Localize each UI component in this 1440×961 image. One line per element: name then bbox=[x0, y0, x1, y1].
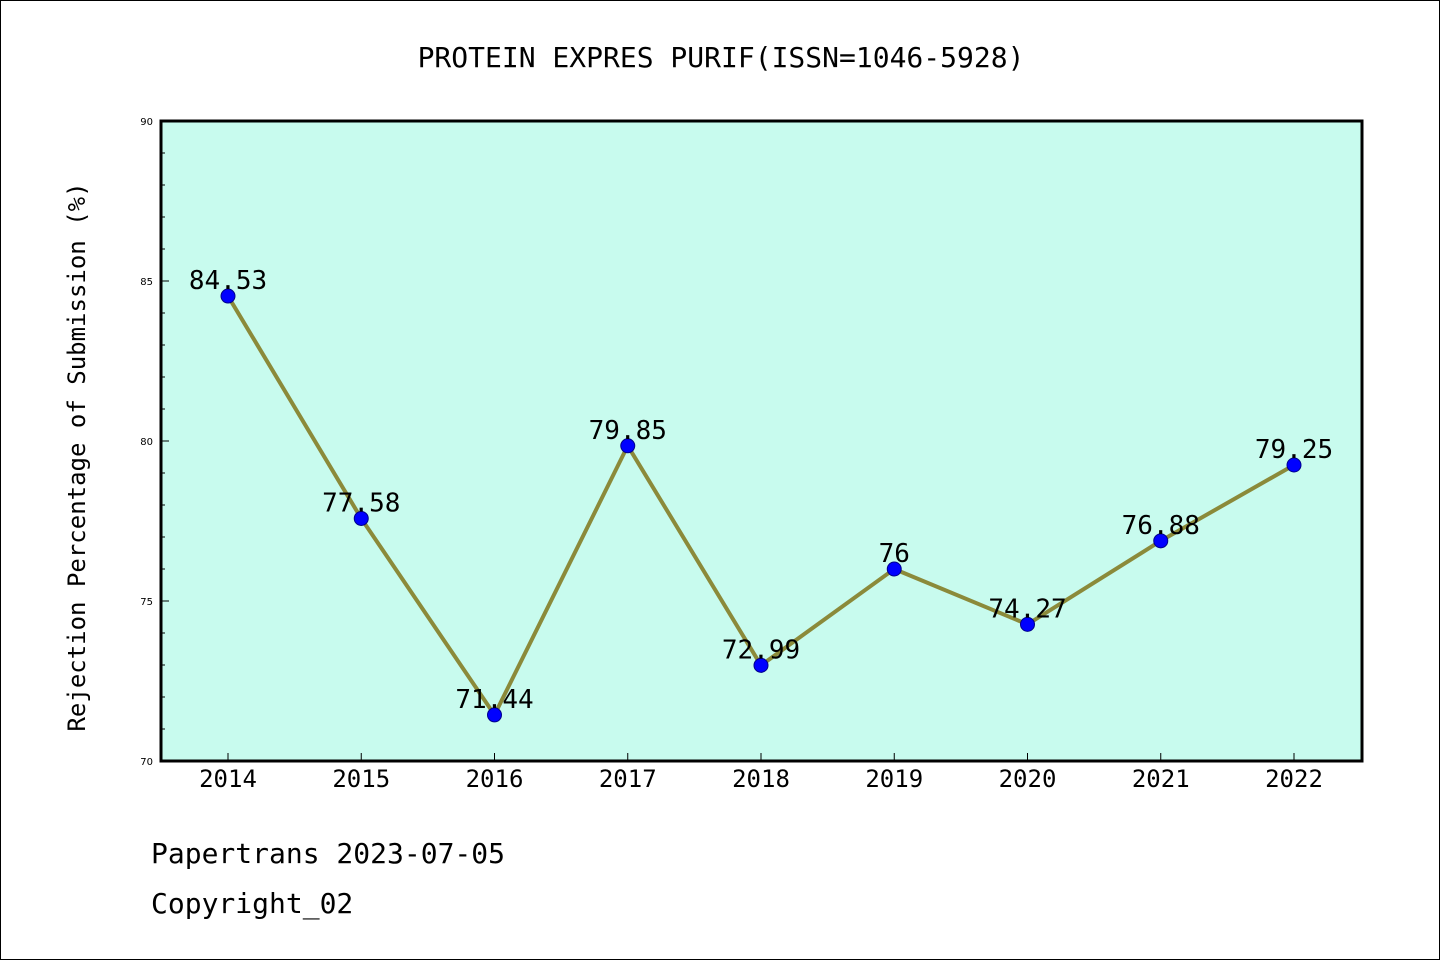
copyright-text: Copyright_02 bbox=[151, 887, 354, 920]
x-tick-label: 2021 bbox=[1132, 765, 1190, 793]
x-tick-label: 2019 bbox=[865, 765, 923, 793]
data-point bbox=[1153, 533, 1169, 549]
data-point bbox=[620, 438, 636, 454]
data-label: 76.88 bbox=[1122, 511, 1200, 541]
data-point bbox=[1020, 616, 1035, 632]
data-markers bbox=[220, 288, 1302, 723]
data-point bbox=[353, 510, 369, 526]
data-labels: 84.53 77.58 71.44 79.85 72.99 76 74.27 76.88 79.… bbox=[189, 266, 1333, 715]
data-label: 84.53 bbox=[189, 266, 267, 296]
source-date-text: Papertrans 2023-07-05 bbox=[151, 837, 506, 870]
y-axis-label: Rejection Percentage of Submission (%) bbox=[63, 182, 91, 731]
y-tick-label: 90 bbox=[140, 117, 153, 128]
x-axis: 2014 2015 2016 2017 2018 2019 2020 2021 2022 bbox=[199, 753, 1323, 793]
x-tick-label: 2022 bbox=[1265, 765, 1323, 793]
data-label: 77.58 bbox=[322, 488, 400, 518]
data-point bbox=[1286, 457, 1302, 473]
data-label: 71.44 bbox=[455, 685, 533, 715]
data-label: 74.27 bbox=[988, 594, 1066, 624]
x-tick-label: 2020 bbox=[999, 765, 1057, 793]
y-tick-label: 75 bbox=[140, 597, 153, 608]
x-tick-label: 2014 bbox=[199, 765, 257, 793]
plot-frame bbox=[159, 119, 1364, 763]
data-label: 76 bbox=[879, 539, 910, 569]
y-tick-label: 85 bbox=[140, 277, 153, 288]
x-tick-label: 2018 bbox=[732, 765, 790, 793]
x-tick-label: 2016 bbox=[466, 765, 524, 793]
data-point bbox=[886, 561, 902, 577]
data-point bbox=[487, 707, 502, 723]
y-tick-label: 80 bbox=[140, 437, 153, 448]
chart-title: PROTEIN EXPRES PURIF(ISSN=1046-5928) bbox=[418, 41, 1025, 74]
data-label: 79.25 bbox=[1255, 435, 1333, 465]
data-point bbox=[753, 657, 769, 673]
data-label: 72.99 bbox=[722, 635, 800, 665]
plot-area bbox=[161, 121, 1362, 761]
x-tick-label: 2017 bbox=[599, 765, 657, 793]
x-tick-label: 2015 bbox=[332, 765, 390, 793]
data-label: 79.85 bbox=[589, 416, 667, 446]
data-point bbox=[220, 288, 236, 304]
y-tick-label: 70 bbox=[140, 757, 153, 768]
